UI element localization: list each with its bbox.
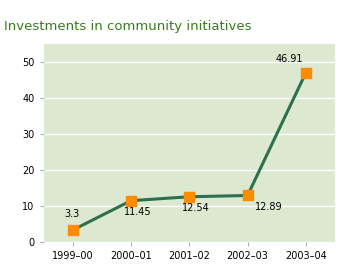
Text: 12.89: 12.89 xyxy=(254,202,282,212)
Text: 11.45: 11.45 xyxy=(124,207,152,217)
Point xyxy=(187,195,192,199)
Text: Investments in community initiatives: Investments in community initiatives xyxy=(4,20,251,33)
Text: 3.3: 3.3 xyxy=(64,209,79,219)
Point xyxy=(303,70,309,75)
Point xyxy=(70,228,76,232)
Text: 12.54: 12.54 xyxy=(182,203,210,213)
Text: Community Investments (Rs Crores): Community Investments (Rs Crores) xyxy=(14,38,268,50)
Text: 46.91: 46.91 xyxy=(275,55,303,65)
Point xyxy=(245,193,250,198)
Point xyxy=(128,198,134,203)
